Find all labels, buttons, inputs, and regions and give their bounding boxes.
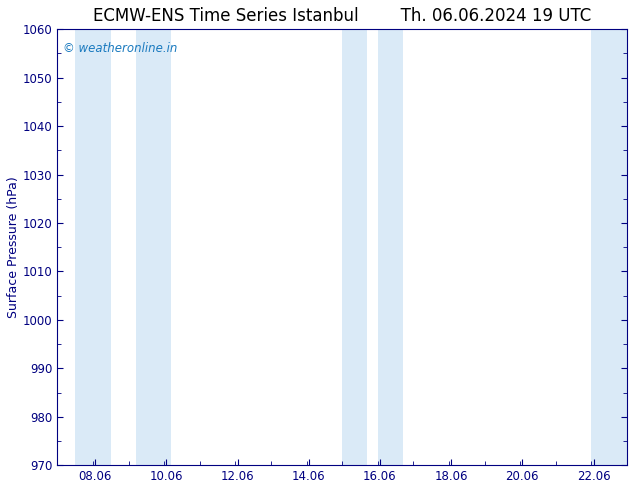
Y-axis label: Surface Pressure (hPa): Surface Pressure (hPa) <box>7 176 20 318</box>
Bar <box>75 29 111 465</box>
Bar <box>136 29 171 465</box>
Text: © weatheronline.in: © weatheronline.in <box>63 42 178 55</box>
Bar <box>592 29 627 465</box>
Bar <box>378 29 403 465</box>
Bar <box>342 29 367 465</box>
Title: ECMW-ENS Time Series Istanbul        Th. 06.06.2024 19 UTC: ECMW-ENS Time Series Istanbul Th. 06.06.… <box>93 7 592 25</box>
